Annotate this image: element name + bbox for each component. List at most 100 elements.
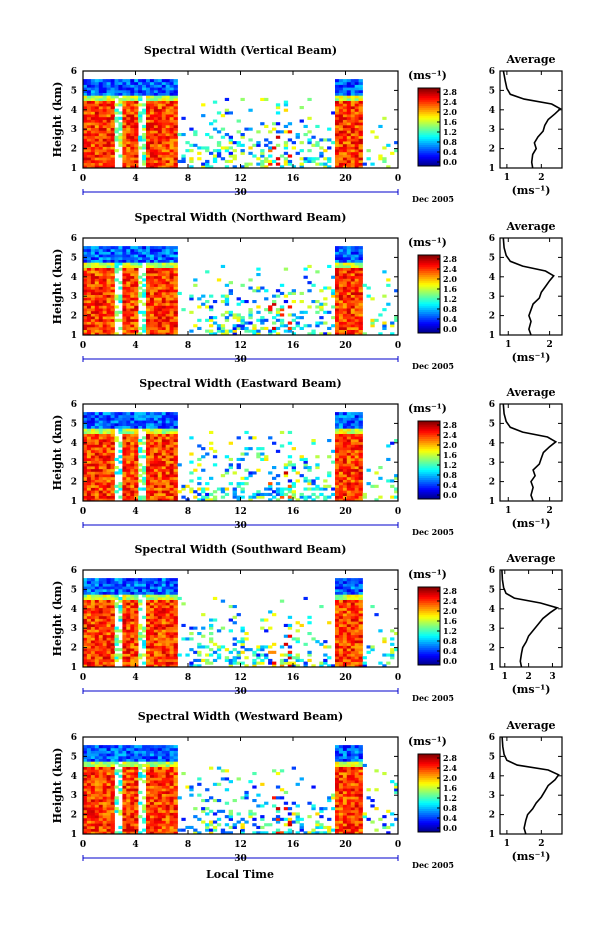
heatmap-cell — [358, 286, 363, 290]
heatmap-cell — [110, 492, 115, 496]
heatmap-cell — [86, 632, 92, 636]
heatmap-cell — [94, 460, 100, 464]
heatmap-cell — [209, 640, 214, 644]
heatmap-cell — [94, 138, 100, 142]
heatmap-cell — [319, 661, 324, 665]
heatmap-cell — [118, 256, 123, 260]
heatmap-cell — [354, 289, 359, 293]
heatmap-cell — [86, 422, 92, 426]
heatmap-cell — [165, 332, 170, 336]
heatmap-cell — [149, 471, 155, 475]
heatmap-cell — [169, 626, 174, 630]
heatmap-cell — [134, 629, 139, 633]
heatmap-cell — [335, 95, 340, 99]
heatmap-cell — [98, 143, 104, 147]
heatmap-cell — [102, 141, 107, 145]
heatmap-cell — [94, 130, 100, 134]
heatmap-cell — [134, 476, 139, 480]
heatmap-cell — [130, 586, 135, 590]
heatmap-cell — [106, 302, 111, 306]
heatmap-cell — [338, 305, 344, 309]
heatmap-cell — [134, 417, 139, 421]
heatmap-cell — [90, 599, 96, 603]
heatmap-cell — [189, 471, 194, 475]
heatmap-cell — [157, 607, 163, 611]
heatmap-cell — [354, 492, 359, 496]
heatmap-cell — [169, 629, 174, 633]
heatmap-cell — [102, 251, 107, 255]
heatmap-cell — [346, 157, 352, 161]
heatmap-cell — [173, 100, 178, 104]
heatmap-cell — [264, 455, 269, 459]
heatmap-cell — [177, 159, 182, 163]
heatmap-cell — [98, 412, 104, 416]
colorbar-swatch — [418, 130, 440, 134]
heatmap-cell — [146, 476, 151, 480]
heatmap-cell — [126, 267, 131, 271]
heatmap-cell — [90, 468, 96, 472]
heatmap-cell — [142, 495, 147, 499]
heatmap-cell — [134, 262, 139, 266]
heatmap-cell — [130, 100, 135, 104]
heatmap-cell — [134, 583, 139, 587]
heatmap-cell — [264, 653, 269, 657]
heatmap-cell — [268, 498, 273, 502]
heatmap-cell — [275, 162, 281, 166]
heatmap-cell — [173, 154, 178, 158]
heatmap-cell — [165, 591, 170, 595]
heatmap-cell — [86, 425, 92, 429]
heatmap-cell — [130, 302, 135, 306]
heatmap-cell — [153, 623, 159, 627]
heatmap-cell — [346, 313, 352, 317]
colorbar-tick-label: 2.0 — [443, 107, 457, 117]
heatmap-cell — [169, 165, 174, 169]
heatmap-cell — [90, 81, 96, 85]
heatmap-cell — [134, 297, 139, 301]
heatmap-cell — [338, 130, 344, 134]
heatmap-cell — [153, 116, 159, 120]
heatmap-cell — [342, 254, 348, 258]
heatmap-cell — [102, 610, 107, 614]
heatmap-cell — [354, 248, 359, 252]
heatmap-cell — [283, 487, 289, 491]
heatmap-cell — [354, 111, 359, 115]
heatmap-cell — [130, 143, 135, 147]
heatmap-cell — [86, 650, 92, 654]
heatmap-cell — [98, 305, 104, 309]
heatmap-cell — [94, 165, 100, 169]
heatmap-cell — [216, 648, 222, 652]
heatmap-cell — [86, 653, 92, 657]
heatmap-cell — [338, 275, 344, 279]
heatmap-cell — [165, 89, 170, 93]
heatmap-cell — [335, 133, 340, 137]
heatmap-cell — [283, 159, 289, 163]
heatmap-cell — [303, 487, 308, 491]
heatmap-cell — [358, 138, 363, 142]
heatmap-cell — [110, 455, 115, 459]
heatmap-cell — [327, 621, 332, 625]
heatmap-cell — [110, 89, 115, 93]
heatmap-cell — [303, 495, 308, 499]
heatmap-cell — [106, 618, 111, 622]
heatmap-cell — [268, 492, 273, 496]
heatmap-cell — [205, 133, 210, 137]
heatmap-cell — [216, 278, 222, 282]
heatmap-cell — [354, 100, 359, 104]
colorbar-swatch — [418, 319, 440, 322]
heatmap-cell — [161, 135, 167, 139]
heatmap-cell — [161, 436, 167, 440]
heatmap-cell — [83, 653, 88, 657]
colorbar-swatch — [418, 303, 440, 307]
heatmap-cell — [114, 251, 119, 255]
heatmap-cell — [90, 254, 96, 258]
heatmap-cell — [146, 661, 151, 665]
heatmap-cell — [342, 100, 348, 104]
heatmap-cell — [149, 417, 155, 421]
heatmap-cell — [260, 645, 265, 649]
heatmap-cell — [146, 645, 151, 649]
heatmap-cell — [86, 466, 92, 470]
colorbar-swatch — [418, 491, 440, 494]
heatmap-cell — [114, 490, 119, 494]
heatmap-cell — [134, 251, 139, 255]
heatmap-cell — [157, 430, 163, 434]
